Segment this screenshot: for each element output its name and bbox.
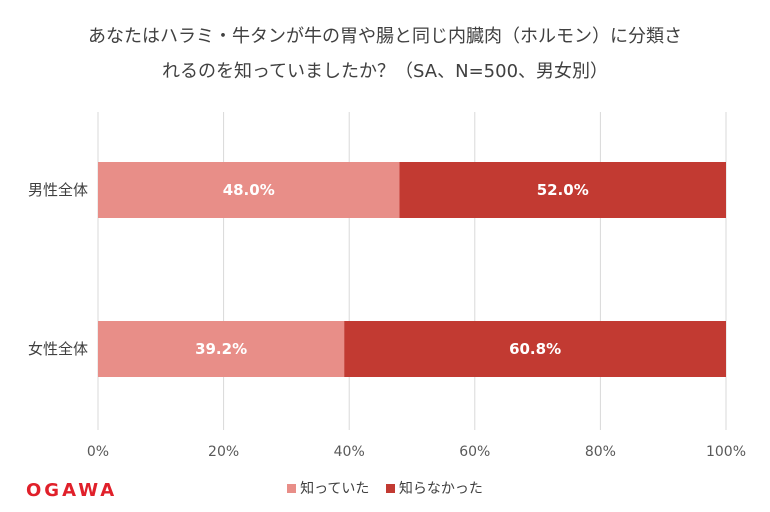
category-label: 女性全体 — [28, 340, 88, 358]
x-tick-label: 0% — [87, 444, 109, 460]
data-label: 39.2% — [195, 340, 247, 358]
chart-title-line-2: れるのを知っていましたか？（SA、N=500、男女別） — [161, 61, 609, 82]
x-tick-label: 20% — [208, 444, 239, 460]
x-tick-label: 40% — [334, 444, 365, 460]
category-label: 男性全体 — [28, 181, 88, 199]
bar-segment — [98, 321, 345, 377]
chart-title-line-1: あなたはハラミ・牛タンが牛の胃や腸と同じ内臓肉（ホルモン）に分類さ — [88, 26, 682, 47]
legend-swatch-unknown — [385, 483, 395, 493]
legend: 知っていた 知らなかった — [0, 478, 770, 498]
legend-item-unknown: 知らなかった — [385, 478, 483, 498]
x-tick-label: 80% — [585, 444, 616, 460]
data-label: 60.8% — [509, 340, 561, 358]
legend-label-unknown: 知らなかった — [398, 481, 483, 497]
brand-logo: OGAWA — [26, 480, 118, 501]
data-label: 48.0% — [223, 181, 275, 199]
x-tick-label: 60% — [459, 444, 490, 460]
legend-swatch-known — [287, 483, 297, 493]
data-label: 52.0% — [537, 181, 589, 199]
legend-label-known: 知っていた — [300, 481, 370, 497]
legend-item-known: 知っていた — [287, 478, 369, 498]
x-tick-label: 100% — [706, 444, 746, 460]
bar-segment — [98, 162, 400, 218]
bar-segment — [344, 321, 726, 377]
bar-segment — [399, 162, 726, 218]
